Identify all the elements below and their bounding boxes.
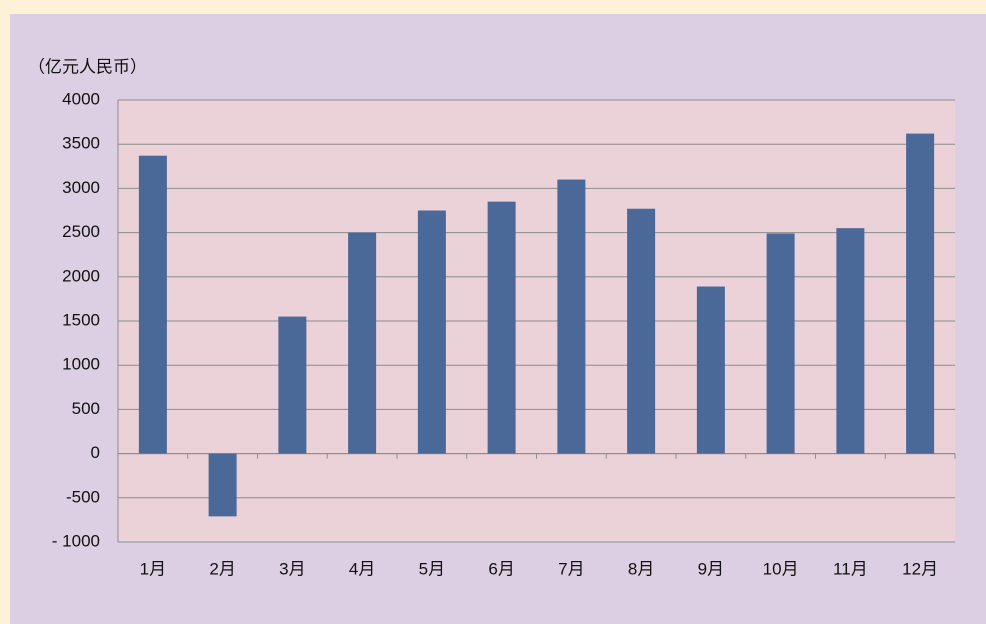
unit-label: （亿元人民币）: [28, 57, 147, 76]
x-tick-label: 2月: [209, 559, 235, 578]
x-tick-label: 7月: [558, 559, 584, 578]
bar: [557, 179, 586, 454]
bar: [696, 286, 725, 454]
x-tick-label: 3月: [279, 559, 305, 578]
y-tick-label: 4000: [62, 89, 100, 108]
y-tick-label: 1500: [62, 310, 100, 329]
bar: [906, 133, 935, 454]
bar: [138, 155, 167, 454]
x-tick-label: 9月: [698, 559, 724, 578]
bar: [348, 232, 377, 454]
bar: [208, 453, 237, 517]
bar: [836, 228, 865, 454]
bar: [417, 210, 446, 454]
y-tick-label: 2500: [62, 222, 100, 241]
x-tick-label: 10月: [763, 559, 799, 578]
y-tick-label: 3500: [62, 134, 100, 153]
bar: [627, 208, 656, 454]
y-tick-label: - 1000: [52, 531, 100, 550]
y-tick-label: 3000: [62, 178, 100, 197]
y-tick-label: 500: [72, 399, 100, 418]
y-tick-label: 0: [91, 443, 100, 462]
x-tick-label: 4月: [349, 559, 375, 578]
bar: [278, 316, 307, 454]
y-tick-label: 1000: [62, 355, 100, 374]
y-tick-label: 2000: [62, 266, 100, 285]
x-tick-label: 5月: [419, 559, 445, 578]
y-tick-label: -500: [66, 487, 100, 506]
x-tick-label: 11月: [833, 559, 868, 578]
x-tick-label: 8月: [628, 559, 654, 578]
x-tick-label: 12月: [902, 559, 938, 578]
bar: [766, 233, 795, 454]
x-tick-label: 6月: [488, 559, 514, 578]
x-tick-label: 1月: [140, 559, 166, 578]
bar: [487, 201, 516, 454]
